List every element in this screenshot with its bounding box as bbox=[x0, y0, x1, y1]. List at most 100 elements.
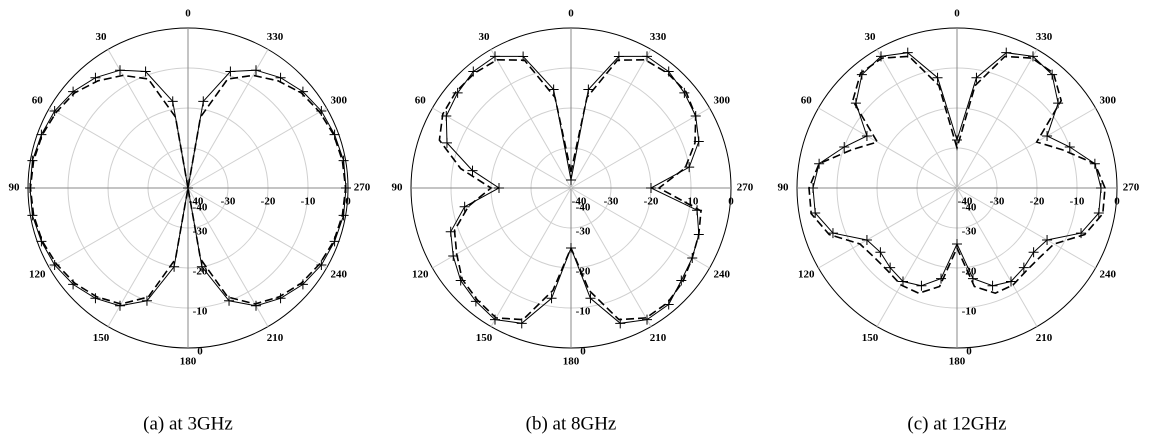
angle-label: 150 bbox=[476, 332, 493, 344]
radial-label-h: -30 bbox=[221, 196, 236, 208]
plus-marker bbox=[225, 66, 236, 77]
plus-marker bbox=[548, 84, 559, 95]
angle-label: 300 bbox=[330, 95, 347, 107]
radial-label-v: 0 bbox=[580, 346, 586, 358]
plus-marker bbox=[583, 84, 594, 95]
plus-marker bbox=[275, 293, 286, 304]
plus-marker bbox=[490, 51, 500, 62]
plus-marker bbox=[861, 131, 872, 141]
caption: (c) at 12GHz bbox=[907, 413, 1006, 434]
plus-marker bbox=[115, 65, 125, 76]
angle-label: 60 bbox=[32, 95, 44, 107]
plus-marker bbox=[329, 129, 340, 140]
plus-marker bbox=[1053, 98, 1064, 109]
angle-label: 180 bbox=[563, 356, 580, 368]
angle-label: 120 bbox=[412, 269, 429, 281]
plus-marker bbox=[1064, 141, 1075, 152]
radial-label-v: -20 bbox=[576, 266, 591, 278]
radial-label-v: -10 bbox=[193, 306, 208, 318]
spoke bbox=[570, 49, 652, 189]
plus-marker bbox=[167, 96, 178, 107]
plus-marker bbox=[338, 155, 349, 166]
spoke bbox=[570, 187, 710, 269]
angle-label: 210 bbox=[267, 332, 284, 344]
angle-label: 90 bbox=[778, 182, 790, 194]
caption: (a) at 3GHz bbox=[143, 413, 233, 434]
angle-label: 90 bbox=[9, 182, 21, 194]
angle-label: 330 bbox=[1036, 31, 1053, 43]
plus-marker bbox=[459, 201, 470, 212]
series-line bbox=[438, 58, 702, 321]
spoke bbox=[956, 107, 1096, 189]
plus-marker bbox=[952, 135, 962, 145]
spoke bbox=[107, 187, 189, 327]
spoke bbox=[570, 107, 710, 189]
angle-label: 30 bbox=[865, 31, 877, 43]
plus-marker bbox=[27, 155, 38, 166]
spoke bbox=[570, 187, 652, 327]
plus-marker bbox=[839, 141, 850, 152]
spoke bbox=[956, 49, 1038, 189]
angle-label: 180 bbox=[180, 356, 197, 368]
plus-marker bbox=[27, 210, 38, 221]
plus-marker bbox=[932, 72, 943, 83]
angle-label: 210 bbox=[650, 332, 667, 344]
angle-label: 270 bbox=[737, 182, 754, 194]
angle-label: 300 bbox=[1099, 95, 1116, 107]
spoke bbox=[490, 187, 572, 327]
angle-label: 120 bbox=[798, 269, 815, 281]
radial-label-h: -40 bbox=[189, 196, 204, 208]
spoke bbox=[818, 107, 958, 189]
radial-label-h: -20 bbox=[644, 196, 659, 208]
plus-marker bbox=[1093, 208, 1104, 219]
angle-label: 330 bbox=[650, 31, 667, 43]
angle-label: 300 bbox=[713, 95, 730, 107]
spoke bbox=[432, 187, 572, 269]
spoke bbox=[876, 49, 958, 189]
plus-marker bbox=[814, 158, 825, 169]
plus-marker bbox=[971, 72, 982, 83]
plus-marker bbox=[987, 280, 998, 291]
radial-label-v: -40 bbox=[962, 202, 977, 214]
angle-label: 30 bbox=[96, 31, 108, 43]
plus-marker bbox=[1006, 276, 1016, 287]
plus-marker bbox=[861, 235, 872, 245]
angle-label: 150 bbox=[93, 332, 110, 344]
radial-label-v: -40 bbox=[576, 202, 591, 214]
plus-marker bbox=[1042, 131, 1053, 141]
plus-marker bbox=[898, 276, 908, 287]
plus-marker bbox=[1096, 183, 1106, 193]
plus-marker bbox=[546, 293, 557, 304]
radial-label-h: -20 bbox=[1030, 196, 1045, 208]
plus-marker bbox=[275, 72, 286, 83]
angle-label: 0 bbox=[568, 8, 574, 20]
plus-marker bbox=[642, 314, 652, 325]
plus-marker bbox=[1028, 247, 1039, 258]
caption: (b) at 8GHz bbox=[526, 413, 617, 434]
plus-marker bbox=[1042, 235, 1053, 245]
plus-marker bbox=[936, 273, 947, 284]
radial-label-v: -10 bbox=[576, 306, 591, 318]
plus-marker bbox=[90, 293, 101, 304]
plus-marker bbox=[198, 96, 209, 107]
angle-label: 90 bbox=[392, 182, 404, 194]
radial-label-h: -10 bbox=[1070, 196, 1085, 208]
plus-marker bbox=[452, 87, 463, 98]
angle-label: 60 bbox=[415, 95, 427, 107]
radial-label-h: -40 bbox=[958, 196, 973, 208]
angle-label: 0 bbox=[185, 8, 191, 20]
angle-label: 330 bbox=[267, 31, 284, 43]
radial-label-h: -20 bbox=[261, 196, 276, 208]
radial-label-h: -30 bbox=[604, 196, 619, 208]
plus-marker bbox=[251, 300, 261, 311]
plus-marker bbox=[679, 87, 690, 98]
plus-marker bbox=[140, 66, 151, 77]
angle-label: 0 bbox=[954, 8, 960, 20]
spoke bbox=[49, 187, 189, 269]
plus-marker bbox=[251, 65, 261, 76]
angle-label: 30 bbox=[479, 31, 491, 43]
series-line bbox=[808, 55, 1106, 295]
plus-marker bbox=[494, 183, 504, 193]
radial-label-h: -10 bbox=[684, 196, 699, 208]
